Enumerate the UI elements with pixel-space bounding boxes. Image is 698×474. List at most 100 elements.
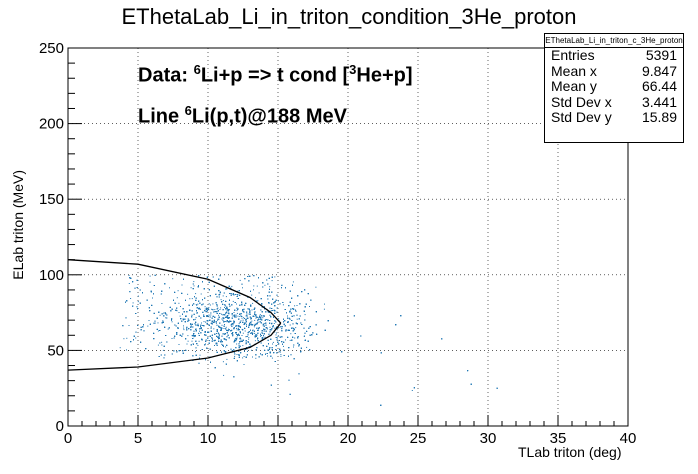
- scatter-point: [315, 311, 317, 313]
- scatter-point: [219, 293, 221, 295]
- scatter-point: [219, 322, 221, 324]
- scatter-point: [233, 349, 235, 351]
- scatter-point: [304, 306, 306, 308]
- scatter-point: [231, 314, 233, 316]
- y-tick-label: 150: [39, 191, 64, 208]
- scatter-point: [178, 302, 180, 304]
- scatter-point: [240, 332, 241, 334]
- scatter-point: [251, 294, 253, 296]
- scatter-point: [200, 293, 202, 295]
- scatter-point: [247, 334, 249, 336]
- x-tick-label: 25: [410, 430, 427, 447]
- scatter-point: [297, 342, 299, 344]
- scatter-point: [240, 352, 242, 354]
- scatter-point: [150, 290, 152, 292]
- scatter-point: [233, 322, 235, 324]
- scatter-point: [209, 295, 211, 297]
- scatter-point: [298, 344, 300, 346]
- scatter-point: [215, 322, 217, 324]
- scatter-point: [236, 343, 238, 345]
- scatter-point: [261, 315, 263, 317]
- scatter-point: [278, 343, 280, 345]
- scatter-point: [236, 334, 238, 335]
- scatter-point: [226, 332, 228, 334]
- scatter-point: [411, 390, 413, 391]
- scatter-point: [192, 338, 194, 339]
- scatter-point: [204, 297, 206, 299]
- scatter-point: [161, 313, 163, 315]
- scatter-point: [255, 334, 256, 336]
- scatter-point: [226, 316, 228, 318]
- scatter-point: [243, 317, 245, 319]
- scatter-point: [248, 337, 250, 339]
- y-tick-label: 100: [39, 267, 64, 284]
- scatter-point: [154, 322, 156, 324]
- scatter-point: [271, 323, 273, 325]
- scatter-point: [241, 340, 242, 342]
- scatter-point: [265, 330, 267, 332]
- scatter-point: [137, 325, 139, 326]
- scatter-point: [190, 287, 192, 289]
- scatter-point: [281, 330, 283, 332]
- scatter-point: [217, 319, 219, 321]
- scatter-point: [209, 340, 210, 342]
- scatter-point: [274, 361, 276, 362]
- scatter-point: [269, 322, 271, 324]
- scatter-point: [187, 293, 189, 295]
- scatter-point: [255, 315, 257, 317]
- scatter-point: [126, 337, 128, 339]
- scatter-point: [208, 307, 210, 309]
- scatter-point: [253, 289, 254, 291]
- scatter-point: [282, 304, 284, 306]
- scatter-point: [204, 308, 206, 310]
- scatter-point: [230, 348, 232, 350]
- scatter-point: [268, 277, 270, 279]
- scatter-point: [159, 314, 161, 316]
- scatter-point: [232, 315, 234, 317]
- scatter-point: [195, 317, 197, 319]
- scatter-point: [171, 321, 173, 323]
- scatter-point: [306, 330, 308, 332]
- scatter-points: [119, 274, 498, 406]
- scatter-point: [161, 303, 163, 304]
- scatter-point: [222, 333, 224, 335]
- scatter-point: [263, 330, 265, 332]
- scatter-point: [242, 339, 244, 341]
- scatter-point: [195, 293, 197, 295]
- scatter-point: [196, 343, 198, 345]
- x-tick-label: 5: [134, 430, 142, 447]
- scatter-point: [233, 357, 235, 359]
- scatter-point: [163, 315, 165, 317]
- scatter-point: [225, 308, 227, 310]
- scatter-point: [279, 303, 281, 305]
- scatter-point: [254, 313, 256, 315]
- scatter-point: [240, 315, 242, 317]
- scatter-point: [269, 314, 271, 316]
- scatter-point: [315, 324, 317, 326]
- scatter-point: [238, 318, 240, 320]
- scatter-point: [191, 340, 193, 342]
- scatter-point: [291, 339, 293, 341]
- scatter-point: [188, 328, 190, 330]
- scatter-point: [238, 323, 240, 325]
- scatter-point: [283, 341, 285, 343]
- scatter-point: [281, 284, 283, 286]
- scatter-point: [123, 338, 125, 340]
- scatter-point: [176, 332, 178, 334]
- scatter-point: [183, 311, 185, 313]
- scatter-point: [165, 313, 167, 315]
- scatter-point: [296, 323, 298, 325]
- scatter-point: [268, 291, 270, 293]
- scatter-point: [179, 315, 181, 317]
- scatter-point: [193, 335, 195, 337]
- scatter-point: [195, 351, 196, 353]
- scatter-point: [189, 298, 191, 300]
- scatter-point: [218, 334, 220, 336]
- scatter-point: [280, 326, 282, 328]
- scatter-point: [190, 323, 192, 325]
- scatter-point: [222, 309, 224, 311]
- scatter-point: [242, 287, 243, 289]
- scatter-point: [241, 335, 243, 336]
- scatter-point: [292, 327, 294, 329]
- scatter-point: [238, 343, 240, 345]
